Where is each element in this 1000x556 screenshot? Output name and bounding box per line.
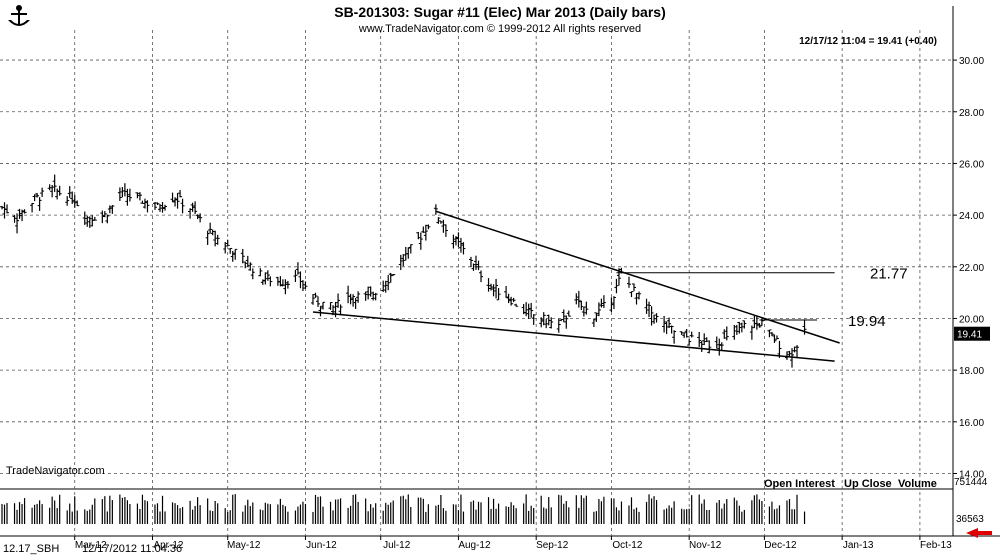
price-tick-label: 20.00 — [959, 314, 984, 325]
price-tick-label: 24.00 — [959, 211, 984, 222]
price-tick-label: 28.00 — [959, 108, 984, 119]
price-tick-label: 22.00 — [959, 263, 984, 274]
last-price-badge — [954, 326, 990, 341]
price-axis[interactable]: 14.00 16.00 18.00 20.00 22.00 24.00 26.00 28.00… — [953, 56, 990, 480]
date-tick-label: Feb-13 — [920, 540, 952, 551]
date-tick-label: Jun-12 — [306, 540, 337, 551]
volume-label-low: 36563 — [956, 514, 984, 525]
date-tick-label: Sep-12 — [536, 540, 569, 551]
price-tick-label: 26.00 — [959, 159, 984, 170]
last-price-label: 19.41 — [957, 330, 982, 341]
legend-up-close[interactable]: Up Close — [844, 478, 892, 490]
watermark: TradeNavigator.com — [6, 465, 105, 477]
date-tick-label: Mar-12 — [75, 540, 107, 551]
date-tick-label: Dec-12 — [764, 540, 797, 551]
price-tick-label: 18.00 — [959, 366, 984, 377]
price-bars — [0, 174, 807, 368]
date-tick-label: Jul-12 — [383, 540, 411, 551]
trendline-upper — [435, 210, 840, 344]
date-axis[interactable]: Mar-12 Apr-12 May-12 Jun-12 Jul-12 Aug-12 Sep-… — [74, 536, 952, 551]
footer-timestamp: 12/17/2012 11:04:36 — [82, 543, 182, 555]
date-tick-label: Oct-12 — [612, 540, 642, 551]
trade-navigator-logo-icon — [8, 5, 30, 26]
volume-label-high: 751444 — [954, 477, 988, 488]
legend-open-interest[interactable]: Open Interest — [764, 478, 835, 490]
price-level-annotation: 21.77 — [870, 266, 908, 283]
date-tick-label: Apr-12 — [153, 540, 183, 551]
date-tick-label: May-12 — [227, 540, 261, 551]
scroll-right-arrow-icon[interactable] — [966, 528, 992, 538]
date-tick-label: Jan-13 — [843, 540, 874, 551]
volume-bars — [1, 494, 806, 524]
price-tick-label: 30.00 — [959, 56, 984, 67]
price-tick-label: 14.00 — [959, 469, 984, 480]
price-tick-label: 16.00 — [959, 418, 984, 429]
legend-volume[interactable]: Volume — [898, 478, 937, 490]
price-level-annotation: 19.94 — [848, 313, 886, 330]
chart-title: SB-201303: Sugar #11 (Elec) Mar 2013 (Da… — [334, 4, 666, 20]
footer-symbol: 12.17_SBH — [3, 543, 59, 555]
trendlines: 21.77 19.94 — [312, 210, 908, 362]
trendline-lower — [312, 311, 835, 362]
copyright-line: www.TradeNavigator.com © 1999-2012 All r… — [358, 23, 641, 35]
date-tick-label: Nov-12 — [689, 540, 722, 551]
date-tick-label: Aug-12 — [458, 540, 491, 551]
grid-lines — [0, 6, 1000, 537]
quote-readout: 12/17/12 11:04 = 19.41 (+0.40) — [799, 36, 937, 47]
